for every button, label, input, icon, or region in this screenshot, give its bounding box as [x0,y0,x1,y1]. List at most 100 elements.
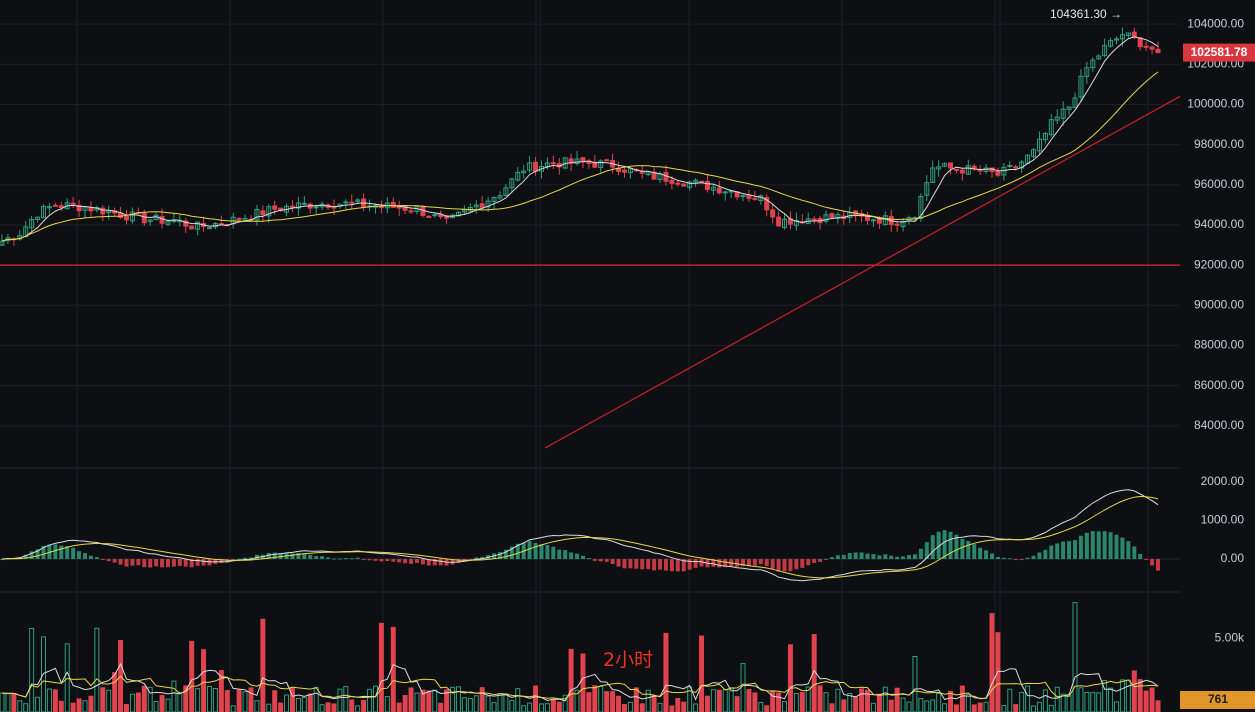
volume-bar-up [793,692,799,712]
volume-bar-up [355,705,361,712]
macd-bar-down [183,559,188,567]
candle-up [515,171,521,181]
candle-up [301,202,307,205]
macd-bar-down [764,559,769,567]
macd-bar-up [580,555,585,560]
volume-bar-down [799,692,805,712]
macd-bar-up [1007,558,1012,560]
volume-bar-down [681,701,687,712]
macd-bar-down [195,559,200,566]
volume-bar-down [580,653,586,712]
candle-up [924,182,930,196]
volume-bar-up [538,703,544,712]
macd-bar-up [545,545,550,560]
candle-up [1048,119,1054,136]
candle-up [29,219,35,229]
volume-bar-down [76,698,82,712]
macd-bar-up [497,552,502,560]
volume-bar-down [948,690,954,712]
macd-bar-up [337,558,342,560]
macd-bar-up [1001,557,1006,560]
price-axis[interactable]: 104000.00102000.00100000.0098000.0096000… [1180,0,1255,712]
macd-bar-down [598,559,603,562]
volume-bar-up [242,691,248,712]
macd-bar-down [438,559,443,566]
macd-bar-down [770,559,775,569]
macd-bar-up [865,553,870,560]
candle-down [390,201,396,208]
macd-bar-down [711,559,716,567]
volume-bar-down [349,699,355,712]
macd-bar-down [687,559,692,570]
volume-bar-down [159,695,165,712]
volume-bar-up [153,701,159,712]
candle-down [669,179,675,184]
volume-bar-down [550,699,556,712]
macd-bar-up [924,542,929,560]
macd-bar-down [124,559,129,567]
volume-bar-up [1102,679,1108,712]
volume-bar-down [58,700,64,712]
macd-bar-down [758,559,763,565]
macd-bar-down [640,559,645,570]
volume-bar-down [776,692,782,712]
volume-bar-down [11,693,17,712]
macd-bar-up [563,550,568,560]
candle-up [242,217,248,221]
macd-bar-up [1043,549,1048,560]
macd-bar-down [628,559,633,569]
volume-bar-up [847,693,853,712]
macd-bar-down [118,559,123,565]
macd-bar-up [942,530,947,560]
ma-line-5 [1,36,1159,242]
candle-up [491,196,497,203]
volume-bar-down [123,704,129,712]
macd-bar-up [1126,541,1131,560]
candle-down [829,213,835,218]
macd-bar-down [646,559,651,570]
candle-up [343,201,349,204]
volume-bar-down [841,699,847,712]
candle-up [509,178,515,189]
candle-down [592,161,598,168]
candle-down [764,196,770,211]
candle-down [123,215,129,221]
price-tick-label: 100000.00 [1187,97,1244,111]
macd-bar-up [0,559,4,561]
macd-bar-down [622,559,627,569]
volume-bar-up [527,702,533,712]
macd-bar-up [41,545,46,560]
volume-bar-up [544,703,550,712]
volume-bar-down [396,702,402,712]
volume-bar-up [1084,691,1090,712]
candle-up [627,168,633,174]
volume-bar-down [876,693,882,712]
macd-bar-up [480,556,485,560]
candle-down [260,210,266,216]
volume-bar-down [953,704,959,712]
volume-bar-up [343,686,349,712]
volume-bar-up [467,698,473,712]
macd-bar-down [414,559,419,563]
candle-up [1090,59,1096,69]
candle-down [948,162,954,169]
macd-bar-up [509,546,514,560]
candle-up [782,218,788,228]
macd-bar-up [1108,532,1113,560]
volume-bar-up [627,701,633,712]
macd-bar-up [539,544,544,560]
macd-bar-down [189,559,194,568]
macd-bar-up [474,557,479,560]
macd-bar-up [1090,531,1095,560]
macd-bar-down [130,559,135,566]
macd-bar-down [735,559,740,567]
macd-bar-down [1013,559,1018,561]
candle-down [663,171,669,182]
candle-up [461,209,467,213]
volume-bar-down [248,687,254,712]
candle-down [699,180,705,183]
candle-up [266,206,272,217]
candle-down [52,204,58,207]
volume-bar-down [853,696,859,712]
